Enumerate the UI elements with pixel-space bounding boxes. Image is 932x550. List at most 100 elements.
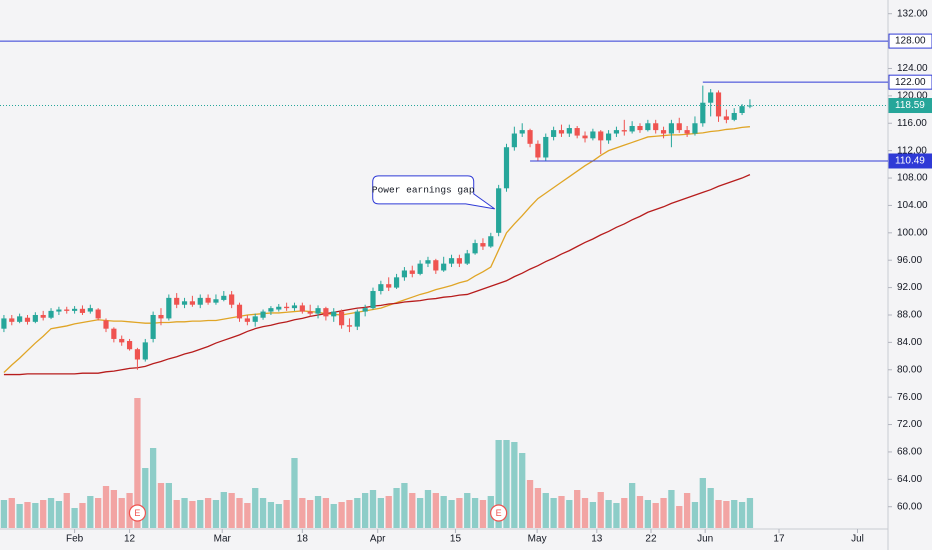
candle-body	[95, 309, 101, 319]
y-tick-label: 116.00	[897, 118, 927, 129]
candle-body	[613, 130, 620, 134]
volume-bar	[24, 502, 31, 528]
volume-bar	[660, 498, 667, 528]
volume-bar	[228, 493, 235, 528]
volume-bar	[259, 498, 267, 528]
candle-body	[684, 130, 690, 134]
volume-bar	[377, 498, 384, 528]
volume-bar	[0, 500, 8, 528]
candle-body	[236, 304, 243, 319]
volume-bar	[440, 496, 447, 528]
candle-body	[378, 284, 384, 292]
candle-body	[637, 125, 643, 131]
volume-bar	[629, 483, 636, 528]
y-tick-label: 104.00	[897, 200, 928, 211]
candle-body	[244, 318, 250, 322]
candle-body	[181, 301, 188, 305]
volume-bar	[456, 498, 463, 528]
callout-text: Power earnings gap	[372, 184, 475, 195]
candle-body	[456, 258, 462, 264]
candle-body	[747, 105, 753, 107]
candle-body	[708, 92, 714, 103]
candle-body	[723, 116, 729, 120]
volume-bar	[746, 498, 754, 528]
candle-body	[119, 338, 125, 343]
volume-bar	[118, 498, 125, 528]
price-label: 110.49	[895, 156, 925, 167]
volume-bar	[87, 496, 94, 528]
y-tick-label: 120.00	[897, 91, 928, 102]
candle-body	[598, 131, 604, 141]
candle-body	[299, 305, 305, 312]
candle-body	[621, 130, 627, 132]
candle-body	[189, 301, 195, 305]
candle-body	[653, 123, 659, 131]
candle-body	[229, 294, 235, 305]
volume-bar	[55, 501, 63, 528]
price-label: 118.59	[895, 100, 925, 111]
candle-body	[401, 270, 408, 278]
volume-bar	[699, 478, 706, 528]
y-tick-label: 68.00	[897, 447, 922, 458]
volume-bar	[212, 500, 220, 528]
candle-body	[441, 263, 447, 271]
volume-bar	[574, 490, 581, 528]
volume-bar	[409, 493, 416, 528]
volume-bar	[471, 498, 479, 528]
price-label: 128.00	[895, 36, 926, 47]
volume-bar	[338, 502, 345, 528]
volume-bar	[464, 493, 471, 528]
candle-body	[1, 318, 7, 329]
candle-body	[9, 318, 15, 322]
candle-body	[676, 123, 682, 131]
candle-body	[386, 284, 392, 288]
volume-bar	[330, 504, 337, 528]
candle-body	[480, 243, 486, 247]
volume-bar	[314, 496, 322, 528]
volume-bar	[32, 503, 39, 528]
x-tick-label: Feb	[66, 534, 84, 545]
candle-body	[291, 305, 298, 309]
volume-bar	[526, 480, 534, 528]
candle-body	[260, 311, 266, 318]
candle-body	[331, 311, 337, 317]
volume-bar	[605, 500, 612, 528]
volume-bar	[511, 442, 518, 528]
candle-body	[700, 102, 706, 124]
x-tick-label: 15	[450, 534, 462, 545]
candle-body	[605, 133, 612, 141]
y-tick-label: 84.00	[897, 337, 922, 348]
x-tick-label: 22	[645, 534, 657, 545]
candle-body	[574, 128, 580, 136]
candle-body	[323, 308, 329, 317]
candle-body	[79, 308, 86, 313]
candle-body	[72, 308, 78, 311]
volume-bar	[362, 493, 369, 528]
x-tick-label: Apr	[370, 534, 386, 545]
earnings-marker	[128, 504, 147, 522]
candle-body	[213, 299, 219, 303]
volume-bar	[165, 483, 172, 528]
candle-body	[409, 270, 415, 274]
volume-bar	[291, 458, 298, 528]
price-label: 122.00	[895, 77, 926, 88]
candle-body	[668, 123, 674, 134]
x-tick-label: Jul	[851, 534, 864, 545]
volume-bar	[244, 503, 251, 528]
candle-body	[197, 297, 203, 305]
volume-bar	[40, 500, 47, 528]
candle-body	[393, 277, 400, 288]
earnings-marker	[490, 504, 508, 522]
y-tick-label: 100.00	[897, 227, 928, 238]
volume-bar	[479, 500, 487, 528]
volume-bar	[149, 448, 157, 528]
candle-body	[134, 349, 141, 360]
x-tick-label: 18	[297, 534, 309, 545]
volume-bar	[534, 488, 542, 528]
volume-bar	[299, 498, 306, 528]
volume-bar	[416, 498, 424, 528]
volume-bar	[503, 440, 510, 528]
x-tick-label: 17	[773, 534, 785, 545]
candle-body	[535, 143, 541, 158]
volume-bar	[731, 500, 738, 528]
